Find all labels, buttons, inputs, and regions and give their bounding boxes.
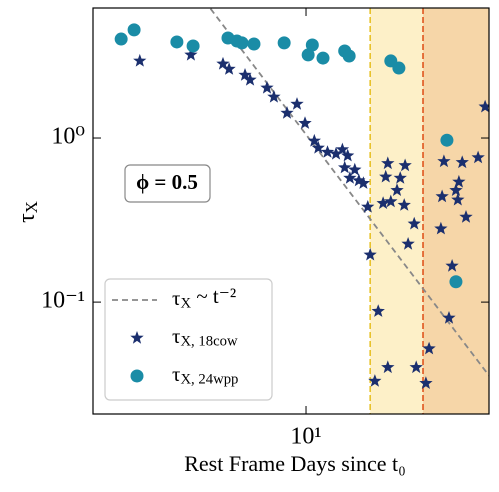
star-point [363, 247, 377, 261]
star-point [459, 210, 473, 223]
star-point [452, 174, 466, 188]
circle-point [235, 36, 249, 50]
circle-point [440, 133, 454, 147]
plot-frame [92, 7, 490, 415]
star-point [422, 341, 436, 355]
star-point [348, 162, 362, 176]
circle-point [305, 38, 319, 52]
y-tick-label: 10⁻¹ [41, 288, 85, 314]
star-point [397, 198, 411, 211]
star-point [407, 216, 421, 230]
star-point [260, 80, 274, 94]
circle-point [247, 37, 261, 51]
star-point [381, 156, 395, 170]
circle-point [114, 32, 128, 46]
star-point [307, 133, 321, 147]
star-point [445, 259, 459, 272]
star-point [290, 97, 304, 110]
legend-label: τX, 24wpp [172, 362, 238, 388]
star-point [356, 176, 371, 189]
star-point [409, 360, 423, 374]
star-point [335, 142, 350, 156]
star-point [393, 171, 407, 184]
star-point [434, 221, 448, 235]
legend-label: τX, 18cow [172, 324, 238, 350]
star-point [435, 189, 449, 203]
legend-swatch [130, 369, 144, 383]
circle-point [127, 23, 141, 37]
star-point [338, 160, 352, 174]
star-point [368, 374, 382, 387]
circle-point [170, 35, 184, 49]
circle-point [342, 49, 356, 63]
star-point [379, 169, 393, 183]
star-point [280, 106, 294, 119]
star-point [341, 148, 355, 162]
star-point [398, 158, 412, 172]
star-point [238, 68, 252, 81]
star-point [216, 56, 230, 70]
star-point [343, 171, 357, 184]
shaded-region [423, 8, 489, 414]
star-point [384, 194, 398, 208]
star-point [390, 183, 404, 196]
star-point [311, 140, 325, 154]
circle-point [316, 51, 330, 65]
annotation: ϕ = 0.5 [136, 170, 198, 194]
star-point [320, 145, 335, 158]
circle-point [449, 275, 463, 289]
star-point [455, 155, 469, 169]
star-point [451, 192, 465, 206]
legend [104, 278, 273, 401]
legend-swatch [130, 331, 144, 344]
y-axis-label: τX [14, 201, 41, 223]
star-point [267, 89, 281, 103]
y-tick-label: 10⁰ [51, 124, 85, 150]
star-point [381, 360, 395, 374]
star-point [449, 183, 463, 196]
legend-label: τX ~ t⁻² [172, 284, 236, 312]
x-axis-label: Rest Frame Days since t₀ [184, 451, 406, 476]
circle-point [301, 48, 315, 62]
shaded-region [370, 8, 424, 414]
star-point [329, 146, 343, 160]
circle-point [392, 61, 406, 75]
x-tick-label: 10¹ [290, 424, 321, 450]
star-point [222, 62, 236, 75]
circle-point [186, 39, 200, 53]
annotation-box [124, 164, 211, 203]
star-point [361, 200, 375, 213]
star-point [437, 154, 451, 168]
star-point [401, 237, 415, 250]
star-point [376, 196, 390, 209]
circle-point [277, 36, 291, 50]
star-point [471, 150, 485, 164]
star-point [133, 53, 147, 67]
star-point [419, 376, 433, 389]
star-point [243, 72, 257, 86]
star-point [478, 99, 489, 113]
star-point [184, 47, 198, 61]
star-point [442, 311, 456, 324]
star-point [352, 173, 366, 187]
star-point [371, 304, 385, 317]
star-point [298, 116, 312, 129]
